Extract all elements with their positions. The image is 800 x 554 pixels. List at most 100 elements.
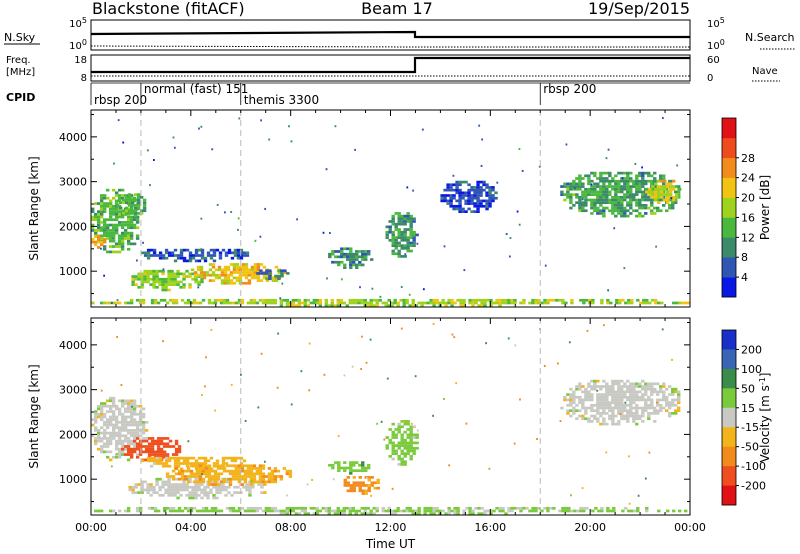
range-gate-cell bbox=[677, 195, 681, 199]
range-gate-cell bbox=[403, 222, 407, 226]
range-gate-cell bbox=[570, 298, 574, 302]
range-gate-cell bbox=[644, 382, 648, 386]
range-gate-cell bbox=[246, 469, 251, 473]
range-gate-cell bbox=[236, 485, 240, 489]
range-gate-cell bbox=[406, 241, 410, 245]
range-gate-cell bbox=[660, 187, 664, 191]
range-gate-cell bbox=[590, 387, 594, 391]
colorbar-swatch bbox=[722, 237, 736, 258]
range-gate-cell bbox=[638, 182, 642, 186]
range-gate-cell bbox=[167, 254, 172, 257]
scatter-speck bbox=[521, 169, 524, 172]
range-gate-cell bbox=[330, 304, 334, 307]
scatter-speck bbox=[370, 494, 373, 497]
range-gate-cell bbox=[138, 412, 143, 416]
range-gate-cell bbox=[409, 441, 413, 445]
range-gate-cell bbox=[185, 464, 190, 468]
range-gate-cell bbox=[403, 420, 407, 423]
range-gate-cell bbox=[123, 229, 128, 232]
range-gate-cell bbox=[105, 450, 110, 454]
range-gate-cell bbox=[264, 301, 269, 305]
range-gate-cell bbox=[449, 196, 453, 200]
range-gate-cell bbox=[126, 404, 131, 408]
range-gate-cell bbox=[458, 196, 462, 200]
range-gate-cell bbox=[207, 464, 212, 468]
range-gate-cell bbox=[274, 265, 279, 269]
range-gate-cell bbox=[397, 230, 401, 234]
range-gate-cell bbox=[182, 259, 187, 263]
scatter-speck bbox=[637, 494, 640, 497]
range-gate-cell bbox=[626, 204, 630, 207]
range-gate-cell bbox=[617, 212, 621, 215]
range-gate-cell bbox=[336, 298, 340, 302]
range-gate-cell bbox=[375, 509, 379, 513]
range-gate-cell bbox=[391, 457, 395, 461]
range-gate-cell bbox=[182, 459, 187, 463]
range-gate-cell bbox=[590, 190, 594, 194]
range-gate-cell bbox=[563, 198, 567, 202]
range-gate-cell bbox=[596, 401, 600, 404]
range-gate-cell bbox=[638, 385, 642, 388]
freq-label: Freq. bbox=[6, 55, 31, 66]
range-gate-cell bbox=[240, 467, 245, 470]
range-gate-cell bbox=[118, 201, 123, 205]
range-gate-cell bbox=[165, 453, 170, 456]
range-gate-cell bbox=[626, 179, 630, 183]
range-gate-cell bbox=[123, 439, 128, 443]
range-gate-cell bbox=[96, 415, 101, 419]
range-gate-cell bbox=[653, 179, 657, 183]
range-gate-cell bbox=[117, 239, 122, 243]
range-gate-cell bbox=[639, 301, 643, 305]
range-gate-cell bbox=[617, 171, 621, 175]
range-gate-cell bbox=[402, 509, 406, 513]
range-gate-cell bbox=[590, 204, 594, 207]
range-gate-cell bbox=[186, 301, 191, 305]
range-gate-cell bbox=[108, 202, 113, 205]
range-gate-cell bbox=[182, 283, 186, 286]
range-gate-cell bbox=[397, 255, 401, 258]
range-gate-cell bbox=[144, 420, 149, 424]
range-gate-cell bbox=[133, 212, 138, 215]
range-gate-cell bbox=[126, 301, 131, 305]
range-gate-cell bbox=[348, 301, 352, 305]
range-gate-cell bbox=[245, 485, 249, 489]
colorbar-tick-label: -15 bbox=[741, 421, 759, 434]
range-gate-cell bbox=[285, 304, 290, 307]
range-gate-cell bbox=[291, 298, 296, 302]
colorbar-swatch bbox=[722, 466, 736, 486]
range-gate-cell bbox=[659, 409, 663, 413]
range-gate-cell bbox=[611, 204, 615, 207]
range-gate-cell bbox=[654, 195, 658, 199]
range-gate-cell bbox=[277, 271, 282, 274]
range-gate-cell bbox=[635, 382, 639, 386]
range-gate-cell bbox=[192, 464, 197, 468]
range-gate-cell bbox=[204, 467, 209, 470]
range-gate-cell bbox=[129, 237, 134, 240]
range-gate-cell bbox=[127, 201, 132, 205]
range-gate-cell bbox=[144, 439, 149, 443]
range-gate-cell bbox=[351, 301, 355, 305]
range-gate-cell bbox=[671, 387, 675, 391]
range-gate-cell bbox=[593, 171, 597, 175]
range-gate-cell bbox=[400, 425, 404, 429]
range-gate-cell bbox=[626, 190, 630, 194]
range-gate-cell bbox=[391, 244, 395, 248]
range-gate-cell bbox=[396, 301, 400, 305]
range-gate-cell bbox=[236, 248, 241, 252]
range-gate-cell bbox=[409, 444, 413, 447]
range-gate-cell bbox=[197, 280, 201, 284]
range-gate-cell bbox=[108, 204, 113, 208]
range-gate-cell bbox=[361, 461, 365, 464]
range-gate-cell bbox=[256, 268, 261, 272]
range-gate-cell bbox=[684, 301, 688, 305]
range-gate-cell bbox=[306, 304, 311, 307]
colorbar-tick-label: -100 bbox=[741, 460, 766, 473]
range-gate-cell bbox=[164, 256, 169, 260]
range-gate-cell bbox=[164, 283, 168, 286]
range-gate-cell bbox=[126, 234, 131, 238]
range-gate-cell bbox=[387, 506, 391, 510]
range-gate-cell bbox=[137, 272, 141, 276]
range-gate-cell bbox=[406, 420, 410, 423]
range-gate-cell bbox=[117, 407, 122, 411]
